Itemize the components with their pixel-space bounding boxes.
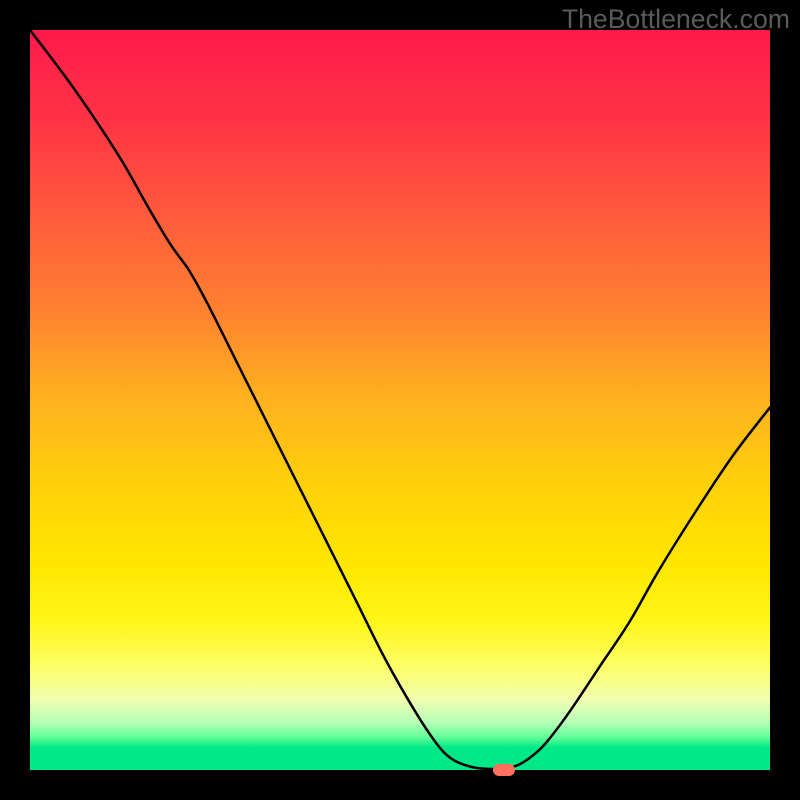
bottleneck-plot	[30, 30, 770, 770]
optimum-marker	[493, 764, 515, 776]
chart-canvas: TheBottleneck.com	[0, 0, 800, 800]
